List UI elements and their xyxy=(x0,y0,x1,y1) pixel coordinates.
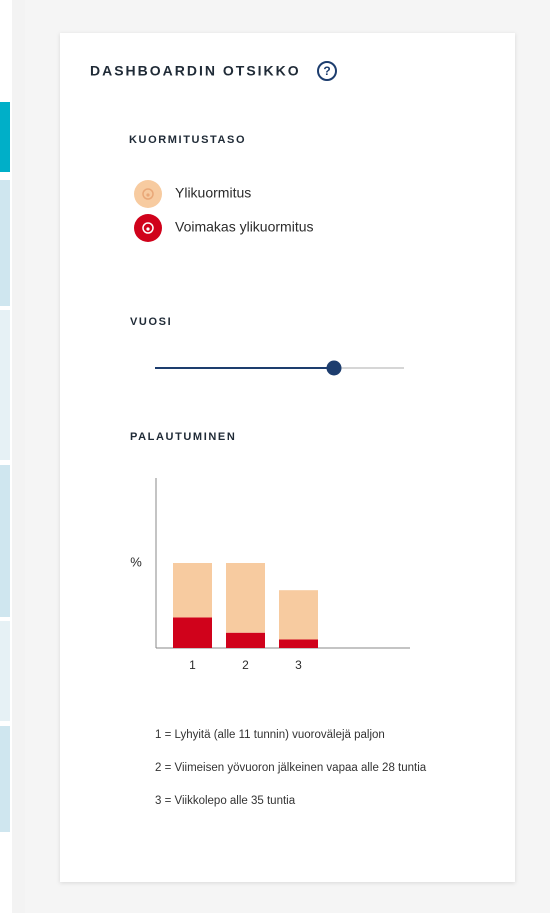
bar-segment xyxy=(226,632,265,648)
x-tick-label: 2 xyxy=(242,658,249,672)
legend-icon xyxy=(142,222,154,234)
bar-segment xyxy=(279,639,318,648)
help-mark[interactable]: ? xyxy=(323,64,330,78)
legend-icon-dot xyxy=(146,193,150,197)
bar-segment xyxy=(279,590,318,640)
x-tick-label: 1 xyxy=(189,658,196,672)
nav-tab[interactable] xyxy=(0,621,10,721)
footnote: 2 = Viimeisen yövuoron jälkeinen vapaa a… xyxy=(155,762,427,774)
slider-knob[interactable] xyxy=(326,360,342,376)
nav-tab[interactable] xyxy=(0,180,10,306)
dashboard-title: DASHBOARDIN OTSIKKO xyxy=(90,63,301,79)
help-icon[interactable]: ? xyxy=(317,61,337,81)
nav-tab-active[interactable] xyxy=(0,102,10,172)
y-axis-label: % xyxy=(130,554,142,569)
card xyxy=(60,33,515,882)
x-tick-label: 3 xyxy=(295,658,302,672)
legend-label: Ylikuormitus xyxy=(175,185,251,201)
legend-label: Voimakas ylikuormitus xyxy=(175,219,314,235)
footnote: 1 = Lyhyitä (alle 11 tunnin) vuorovälejä… xyxy=(155,729,385,741)
legend-title: KUORMITUSTASO xyxy=(129,134,246,146)
bar-segment xyxy=(173,617,212,648)
legend-icon xyxy=(142,188,154,200)
bar-segment xyxy=(226,563,265,633)
nav-tab[interactable] xyxy=(0,310,10,460)
nav-tab[interactable] xyxy=(0,465,10,617)
nav-tab[interactable] xyxy=(0,726,10,832)
bar-segment xyxy=(173,563,212,618)
slider-title: VUOSI xyxy=(130,316,172,328)
footnote: 3 = Viikkolepo alle 35 tuntia xyxy=(155,795,296,807)
chart-title: PALAUTUMINEN xyxy=(130,431,236,443)
help-circle[interactable] xyxy=(317,61,337,81)
legend-icon-dot xyxy=(146,227,150,231)
